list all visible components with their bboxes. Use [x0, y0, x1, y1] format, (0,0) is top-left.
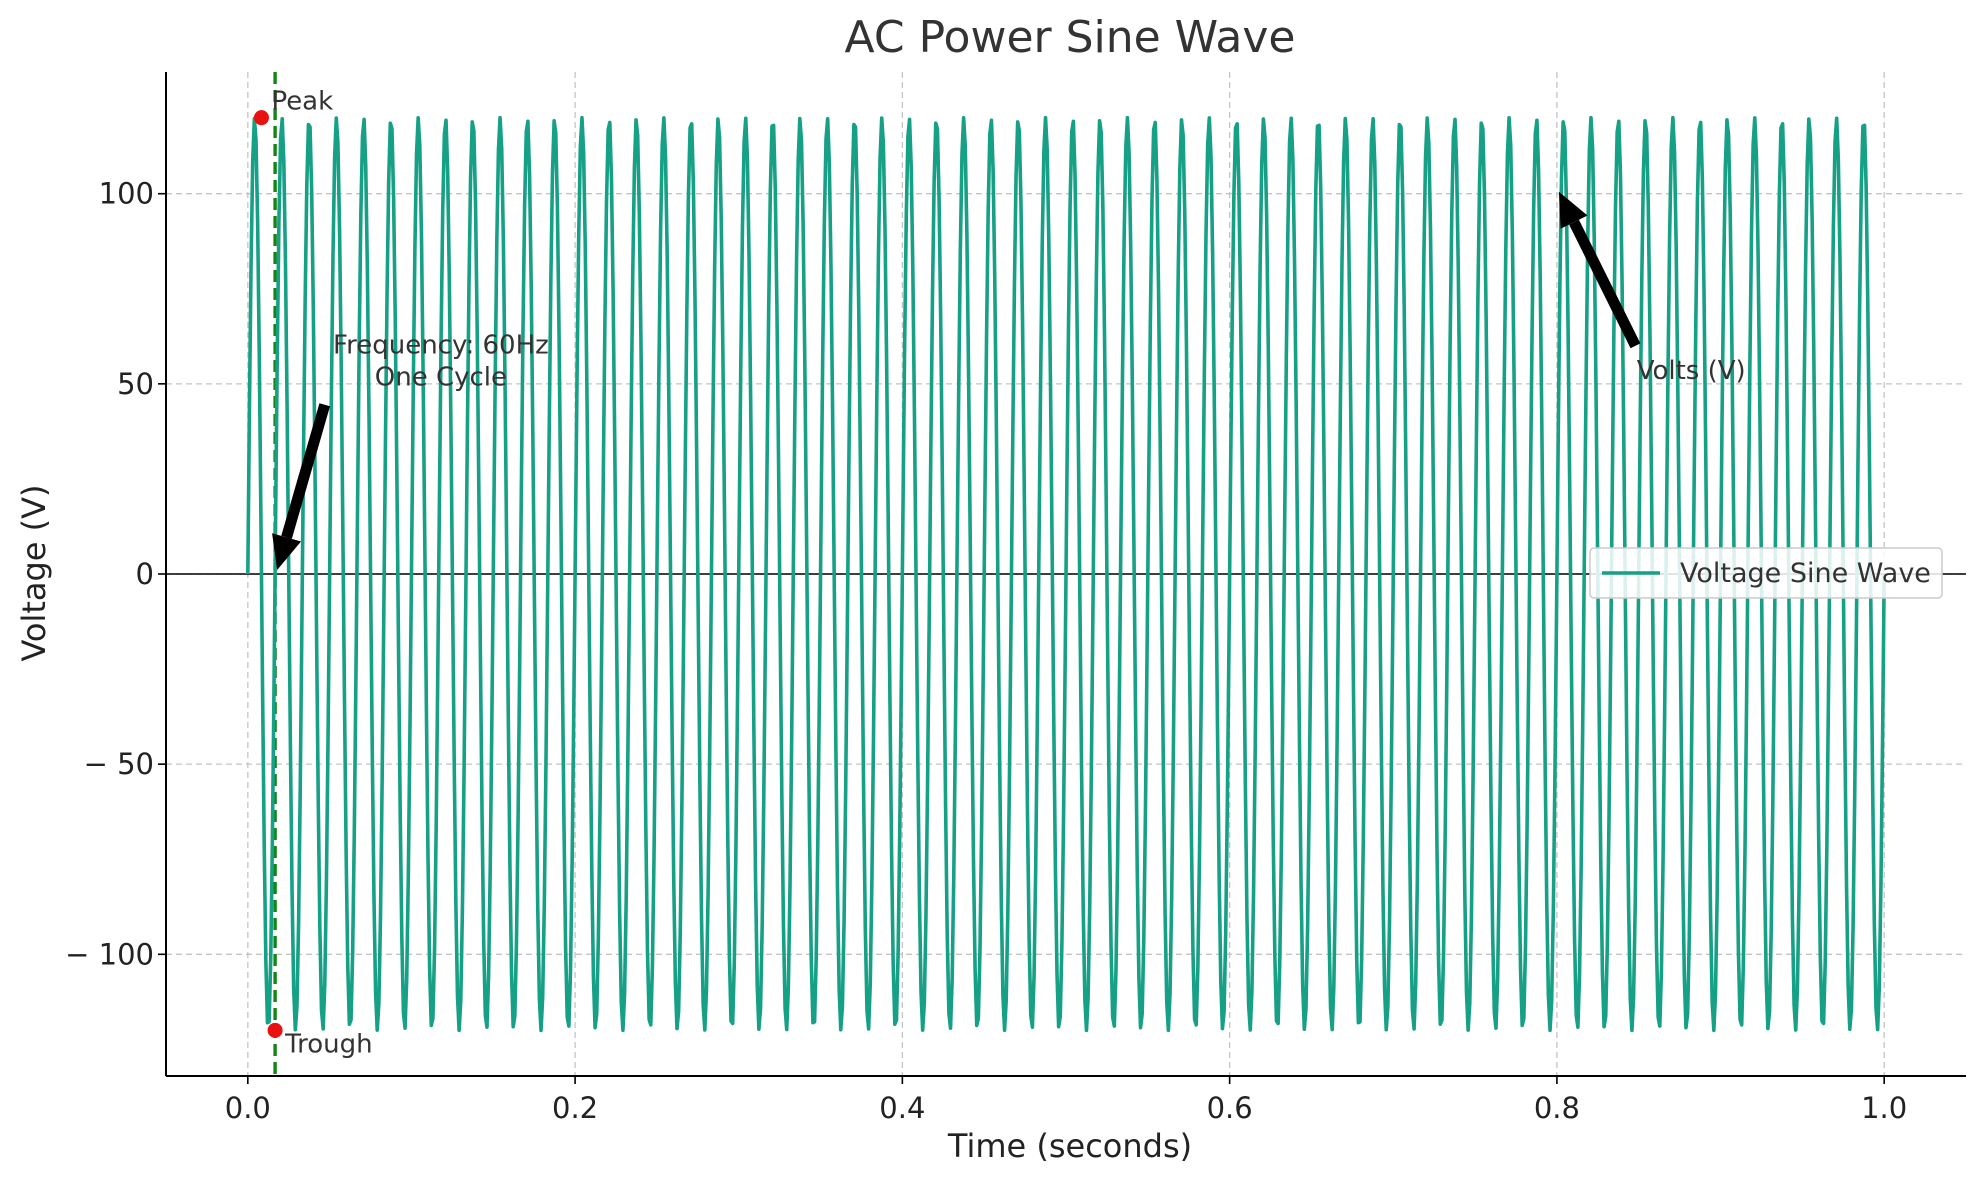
y-axis-label: Voltage (V) [15, 484, 53, 661]
x-tick-label: 0.2 [552, 1091, 598, 1125]
x-tick-label: 0.8 [1534, 1091, 1580, 1125]
annotation-text: Volts (V) [1637, 356, 1746, 386]
y-tick-label: 0 [136, 557, 154, 591]
legend-label: Voltage Sine Wave [1680, 558, 1931, 589]
markers-layer: Peak Trough [253, 87, 373, 1059]
cycle-arrow-head [272, 533, 301, 570]
x-tick-label: 0.6 [1207, 1091, 1253, 1125]
legend-box [1589, 547, 1943, 599]
tick-labels: 0.0 0.2 0.4 0.6 0.8 1.0 100 50 0 − 50 − 100 [65, 177, 1907, 1125]
y-tick-label: 100 [99, 177, 154, 211]
volts-arrow-head [1558, 191, 1588, 229]
cycle-arrow-shaft [281, 403, 331, 539]
marker-point [253, 110, 269, 126]
y-tick-label: − 50 [84, 747, 154, 781]
chart-title: AC Power Sine Wave [845, 12, 1296, 63]
marker-point [267, 1022, 283, 1038]
marker-label: Peak [271, 87, 333, 117]
annotation-text: Frequency: 60Hz [333, 330, 549, 360]
marker-label: Trough [284, 1029, 373, 1059]
x-tick-label: 1.0 [1861, 1091, 1907, 1125]
annotation-text: One Cycle [375, 362, 507, 392]
y-tick-label: 50 [117, 367, 154, 401]
x-tick-label: 0.0 [225, 1091, 271, 1125]
y-tick-label: − 100 [65, 937, 154, 971]
legend: Voltage Sine Wave [1589, 547, 1943, 599]
axes-layer [158, 72, 1966, 1084]
x-tick-label: 0.4 [879, 1091, 925, 1125]
volts-arrow-shaft [1569, 219, 1641, 349]
x-axis-label: Time (seconds) [947, 1127, 1192, 1165]
